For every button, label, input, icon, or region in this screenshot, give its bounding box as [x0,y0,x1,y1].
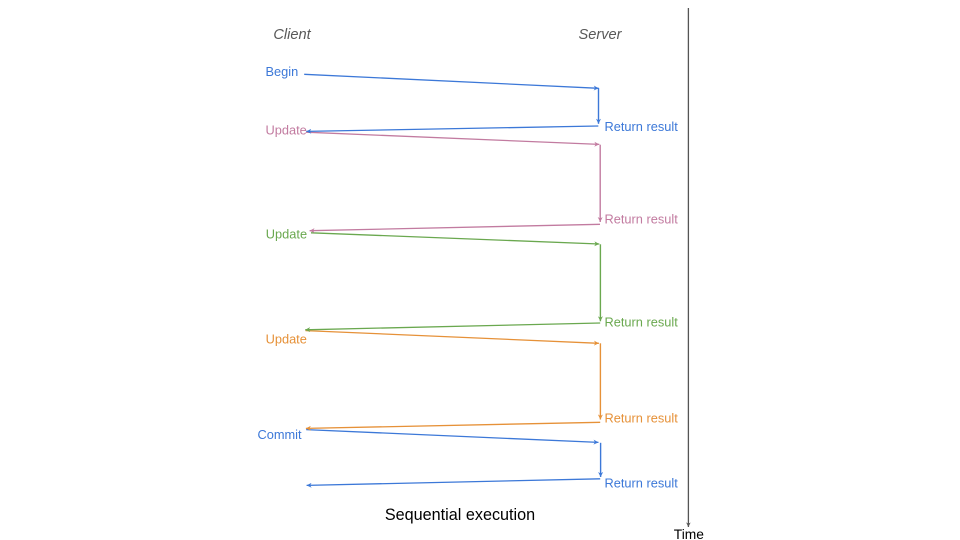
svg-text:Time: Time [674,527,704,540]
svg-text:Return result: Return result [605,119,679,134]
svg-text:Update: Update [266,122,307,137]
svg-text:Return result: Return result [605,475,679,490]
svg-text:Begin: Begin [266,64,299,79]
svg-text:Update: Update [266,332,307,347]
svg-text:Commit: Commit [258,427,303,442]
svg-text:Return result: Return result [605,314,679,329]
svg-text:Server: Server [579,27,623,43]
svg-text:Return result: Return result [605,211,679,226]
svg-text:Update: Update [266,226,307,241]
svg-text:Client: Client [273,27,311,43]
svg-text:Return result: Return result [605,410,679,425]
svg-text:Sequential execution: Sequential execution [385,506,535,524]
